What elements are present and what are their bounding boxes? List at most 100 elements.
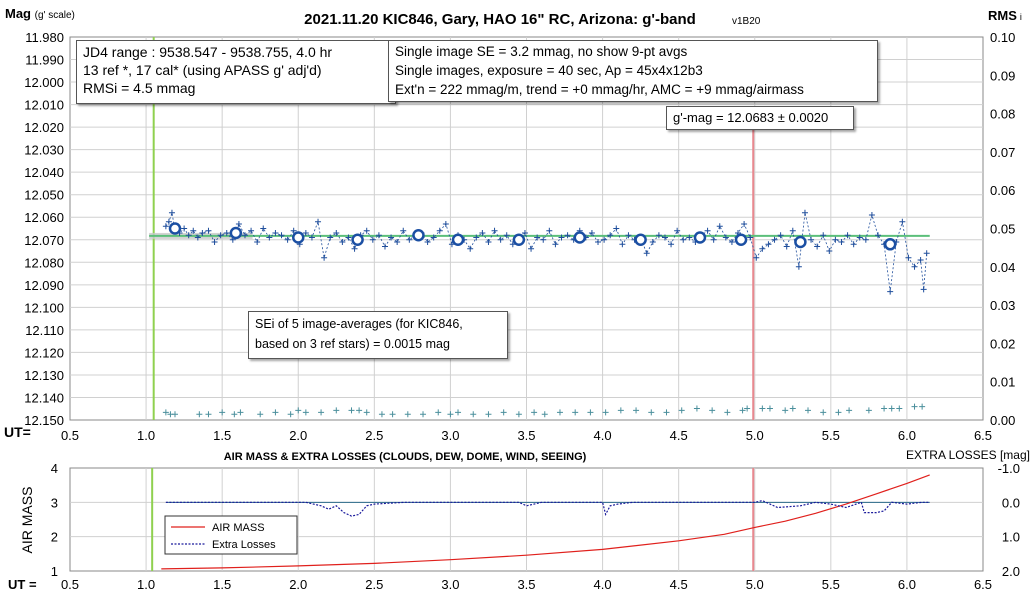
single-image-point: [558, 234, 565, 241]
rms-point: [678, 407, 685, 414]
single-image-point: [619, 241, 626, 248]
single-image-point: [564, 232, 571, 239]
bottom-y2-tick-label: 0.0: [1002, 495, 1020, 510]
sei-line-1: SEi of 5 image-averages (for KIC846,: [255, 317, 463, 331]
top-x-tick-label: 4.5: [670, 428, 688, 443]
single-image-point: [625, 232, 632, 239]
single-image-point: [363, 227, 370, 234]
rms-point: [587, 409, 594, 416]
rms-point: [455, 409, 462, 416]
top-y2-tick-labels: 0.10 0.09 0.08 0.07 0.06 0.05 0.04 0.03 0.02 0.01…: [990, 30, 1015, 428]
top-y-tick-label: 12.140: [24, 390, 64, 405]
single-image-point: [503, 232, 510, 239]
version-label: v1B20: [732, 16, 761, 27]
top-single-image-series: [162, 209, 930, 295]
rms-point: [219, 409, 226, 416]
top-x-tick-label: 1.5: [213, 428, 231, 443]
top-x-tick-label: 2.5: [365, 428, 383, 443]
single-image-point: [920, 286, 927, 293]
average-point: [794, 235, 807, 249]
rms-point: [805, 407, 812, 414]
single-image-point: [217, 232, 224, 239]
rms-point: [272, 409, 279, 416]
single-image-point: [241, 232, 248, 239]
rms-point: [846, 407, 853, 414]
single-image-point: [345, 234, 352, 241]
single-image-point: [911, 263, 918, 270]
single-image-point: [185, 232, 192, 239]
extra-losses-line: [165, 499, 930, 517]
y2-axis-label-main: RMS: [988, 8, 1017, 23]
top-y-tick-label: 12.060: [24, 210, 64, 225]
airmass-line: [161, 474, 930, 570]
top-y2-tick-label: 0.06: [990, 183, 1015, 198]
top-x-tick-label: 6.5: [974, 428, 992, 443]
bottom-x-tick-labels: 0.5 1.0 1.5 2.0 2.5 3.0 3.5 4.0 4.5 5.0 5.5 6.0 6.5: [61, 577, 992, 592]
single-image-point: [284, 236, 291, 243]
single-image-point: [266, 234, 273, 241]
single-image-point: [765, 241, 772, 248]
chart-title: 2021.11.20 KIC846, Gary, HAO 16" RC, Ari…: [304, 11, 696, 28]
bottom-x-tick-label: 6.5: [974, 577, 992, 592]
bottom-y2-axis-label: EXTRA LOSSES [mag]: [906, 448, 1030, 462]
top-y-tick-label: 12.010: [24, 98, 64, 113]
rms-point: [333, 407, 340, 414]
y-axis-label: Mag (g' scale): [5, 6, 75, 21]
bottom-x-axis-label: UT =: [8, 577, 37, 592]
y2-axis-label: RMS i: [988, 8, 1022, 23]
info-right-line-1: Single image SE = 3.2 mmag, no show 9-pt…: [395, 44, 688, 59]
bottom-reference-lines: [151, 468, 755, 571]
rms-point: [782, 407, 789, 414]
top-x-tick-label: 1.0: [137, 428, 155, 443]
single-image-point: [168, 209, 175, 216]
rms-point: [724, 409, 731, 416]
top-x-tick-label: 3.5: [517, 428, 535, 443]
rms-point: [295, 407, 302, 414]
single-image-point: [716, 223, 723, 230]
top-y2-tick-label: 0.02: [990, 336, 1015, 351]
single-image-point: [917, 257, 924, 264]
top-y-tick-label: 12.040: [24, 165, 64, 180]
rms-point: [531, 409, 538, 416]
info-left-line-3: RMSi = 4.5 mmag: [83, 80, 196, 96]
single-image-point: [808, 236, 815, 243]
single-image-point: [254, 239, 261, 246]
top-y2-tick-label: 0.01: [990, 375, 1015, 390]
single-image-point: [820, 232, 827, 239]
single-image-point: [795, 263, 802, 270]
single-image-point: [308, 234, 315, 241]
average-point: [883, 238, 897, 251]
rms-point: [363, 409, 370, 416]
info-right-line-3: Ext'n = 222 mmag/m, trend = +0 mmag/hr, …: [395, 82, 804, 97]
info-box-left: JD4 range : 9538.547 - 9538.755, 4.0 hr …: [76, 40, 396, 104]
single-image-point: [546, 227, 553, 234]
single-image-point: [923, 250, 930, 257]
rms-point: [356, 407, 363, 414]
single-image-point: [655, 232, 662, 239]
rms-point: [865, 407, 872, 414]
top-x-tick-label: 2.0: [289, 428, 307, 443]
top-x-tick-label: 5.5: [822, 428, 840, 443]
rms-point: [237, 409, 244, 416]
single-image-point: [649, 239, 656, 246]
top-y-tick-label: 11.980: [25, 30, 64, 45]
single-image-point: [211, 239, 218, 246]
top-x-tick-label: 4.0: [594, 428, 612, 443]
bottom-series: [161, 474, 930, 570]
single-image-point: [814, 243, 821, 250]
top-y-tick-label: 12.130: [24, 368, 64, 383]
single-image-point: [260, 225, 267, 232]
single-image-point: [789, 227, 796, 234]
top-y2-tick-label: 0.08: [990, 107, 1015, 122]
top-y2-tick-label: 0.05: [990, 222, 1015, 237]
info-left-line-1: JD4 range : 9538.547 - 9538.755, 4.0 hr: [83, 44, 333, 60]
rms-point: [835, 409, 842, 416]
rms-point: [348, 407, 355, 414]
single-image-point: [753, 254, 760, 261]
x-axis-label: UT=: [4, 424, 31, 440]
rms-point: [447, 411, 454, 418]
average-point: [351, 233, 364, 247]
rms-point: [663, 409, 670, 416]
rms-point: [162, 409, 169, 416]
single-image-point: [351, 245, 358, 252]
